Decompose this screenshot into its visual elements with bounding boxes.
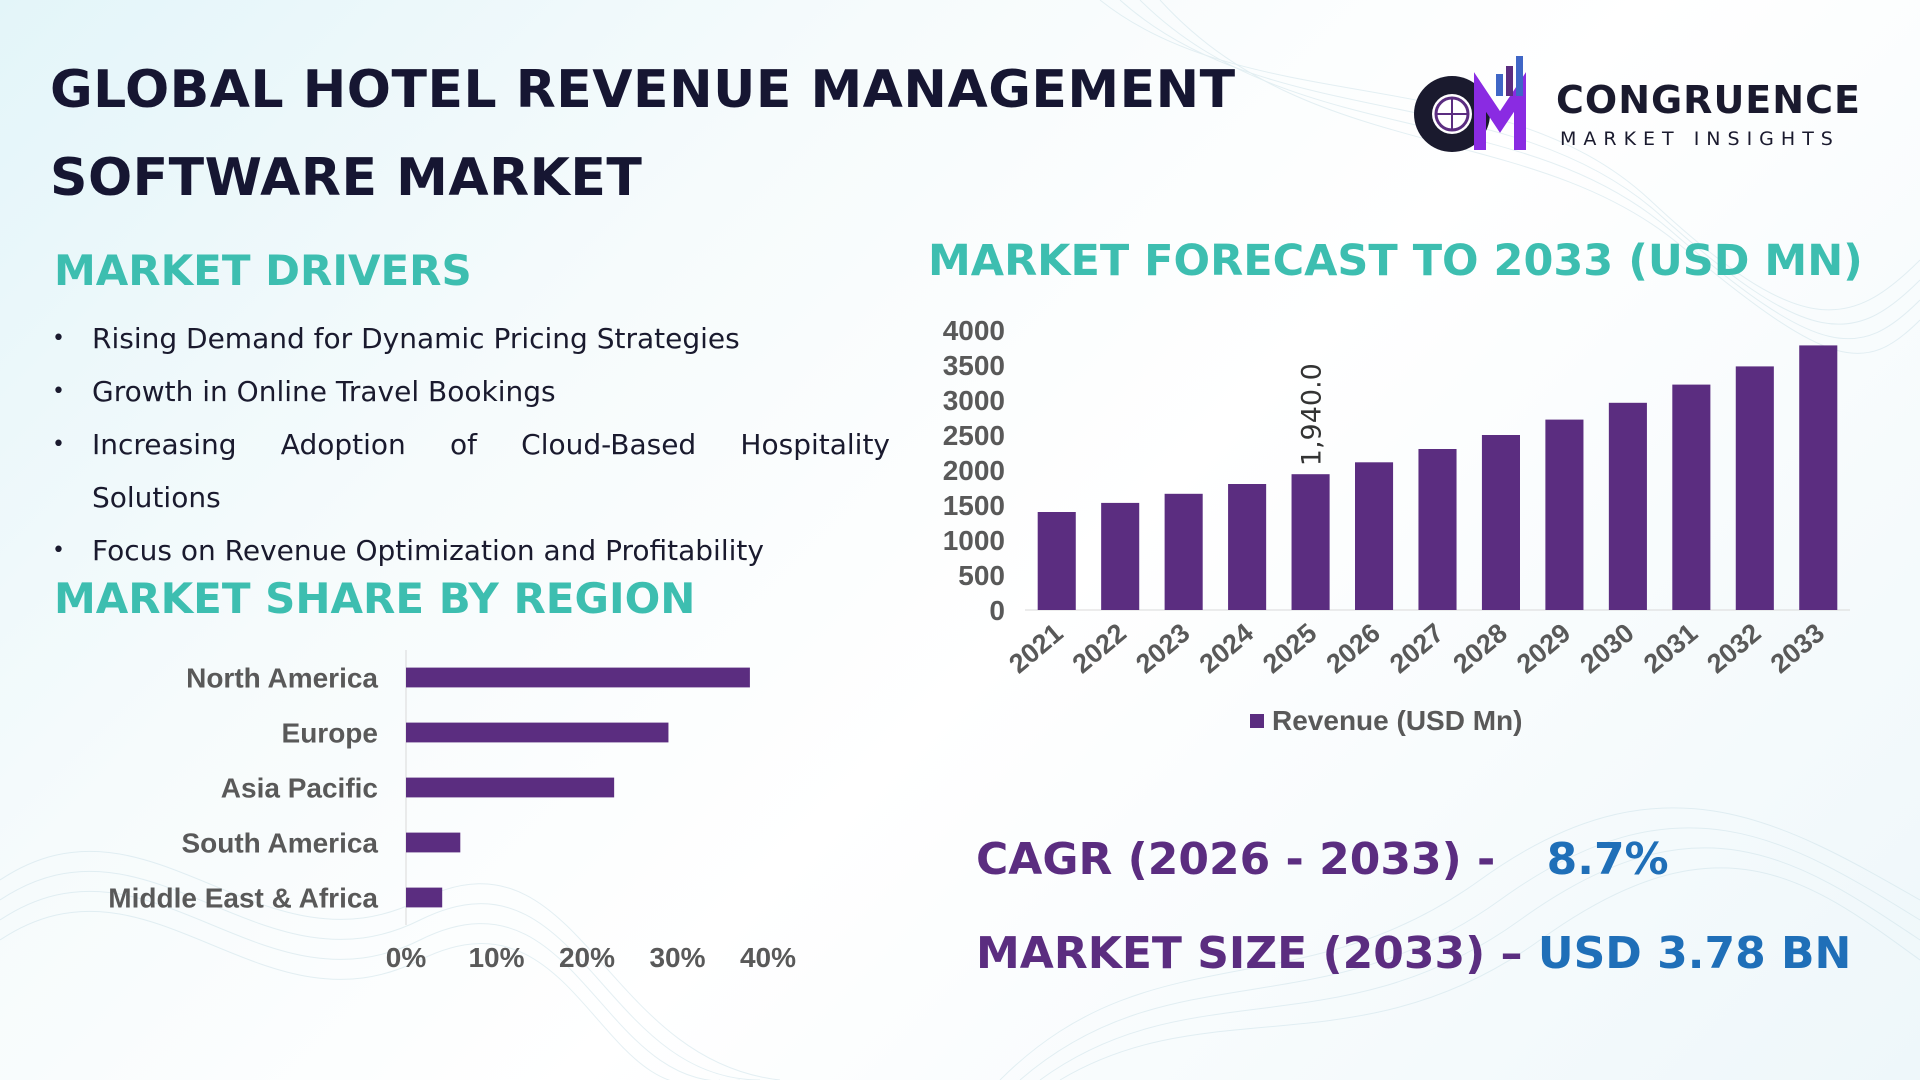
bar-2029 (1545, 419, 1584, 610)
y-tick-label: 3500 (943, 350, 1005, 381)
x-tick-label: 2027 (1384, 618, 1449, 680)
bar-region (406, 777, 615, 798)
bar-region (406, 667, 750, 688)
bar-2033 (1799, 345, 1838, 610)
legend-swatch (1250, 714, 1264, 728)
x-tick-label: 2033 (1765, 618, 1830, 680)
driver-item: • Focus on Revenue Optimization and Profi… (52, 524, 890, 577)
x-tick-label: 2031 (1638, 618, 1703, 680)
x-tick-label: 20% (559, 942, 615, 973)
cagr-label: CAGR (2026 - 2033) - (976, 834, 1496, 885)
bar-region (406, 887, 443, 908)
x-tick-label: 2025 (1257, 618, 1322, 680)
x-tick-label: 2030 (1574, 618, 1639, 680)
bar-2031 (1672, 384, 1711, 610)
driver-text: Growth in Online Travel Bookings (92, 375, 556, 408)
logo-mark-icon (1414, 56, 1526, 152)
y-tick-label: 4000 (943, 315, 1005, 346)
market-size-value: USD 3.78 BN (1537, 928, 1852, 979)
legend-label: Revenue (USD Mn) (1272, 705, 1522, 736)
x-tick-label: 2029 (1511, 618, 1576, 680)
cagr-stat: CAGR (2026 - 2033) - 8.7% (976, 838, 1669, 882)
bar-2023 (1164, 493, 1203, 610)
bullet-icon: • (52, 379, 65, 404)
x-tick-label: 40% (740, 942, 796, 973)
y-tick-label: 1000 (943, 525, 1005, 556)
bar-2022 (1101, 502, 1140, 610)
bar-2032 (1735, 366, 1774, 610)
bar-2021 (1037, 512, 1076, 610)
y-tick-label: 1500 (943, 490, 1005, 521)
y-tick-label: 0 (989, 595, 1005, 626)
driver-item: • Growth in Online Travel Bookings (52, 365, 890, 418)
category-label: Middle East & Africa (108, 883, 378, 914)
category-label: Asia Pacific (221, 773, 378, 804)
driver-text: Rising Demand for Dynamic Pricing Strate… (92, 322, 740, 355)
bar-2030 (1608, 402, 1647, 610)
driver-text-continued: Solutions (92, 481, 221, 514)
page-title-line-1: GLOBAL HOTEL REVENUE MANAGEMENT (50, 60, 1236, 120)
category-label: South America (181, 828, 378, 859)
bar-2026 (1355, 462, 1394, 610)
x-tick-label: 2023 (1130, 618, 1195, 680)
x-tick-label: 2022 (1067, 618, 1132, 680)
y-tick-label: 500 (958, 560, 1005, 591)
cagr-value: 8.7% (1546, 834, 1669, 885)
forecast-chart: 0 500 1000 1500 2000 2500 3000 3500 4000 20212022… (943, 315, 1850, 736)
y-tick-label: 3000 (943, 385, 1005, 416)
driver-text: Focus on Revenue Optimization and Profit… (92, 534, 764, 567)
category-label: North America (186, 663, 378, 694)
brand-tagline: MARKET INSIGHTS (1560, 128, 1840, 150)
driver-item: • Rising Demand for Dynamic Pricing Strat… (52, 312, 890, 365)
x-tick-label: 10% (468, 942, 524, 973)
bar-region (406, 722, 669, 743)
bar-2024 (1228, 484, 1267, 610)
y-tick-label: 2000 (943, 455, 1005, 486)
y-tick-label: 2500 (943, 420, 1005, 451)
x-tick-label: 2024 (1194, 618, 1259, 680)
x-tick-label: 30% (649, 942, 705, 973)
x-tick-label: 2032 (1701, 618, 1766, 680)
market-size-label: MARKET SIZE (2033) – (976, 928, 1523, 979)
bar-region (406, 832, 461, 853)
bullet-icon: • (52, 432, 65, 457)
x-tick-label: 2021 (1003, 618, 1068, 680)
region-share-heading: MARKET SHARE BY REGION (54, 574, 696, 623)
bar-2028 (1481, 435, 1520, 610)
market-drivers-heading: MARKET DRIVERS (54, 246, 472, 295)
x-tick-label: 2028 (1448, 618, 1513, 680)
bullet-icon: • (52, 538, 65, 563)
category-label: Europe (282, 718, 378, 749)
market-drivers-list: • Rising Demand for Dynamic Pricing Strat… (52, 312, 890, 577)
x-tick-label: 0% (386, 942, 427, 973)
brand-logo: CONGRUENCE MARKET INSIGHTS (1400, 52, 1870, 162)
driver-text: Increasing Adoption of Cloud-Based Hospi… (92, 428, 890, 461)
forecast-heading: MARKET FORECAST TO 2033 (USD MN) (928, 236, 1863, 286)
brand-name: CONGRUENCE (1556, 78, 1861, 122)
bullet-icon: • (52, 326, 65, 351)
market-size-stat: MARKET SIZE (2033) – USD 3.78 BN (976, 932, 1851, 976)
x-tick-label: 2026 (1321, 618, 1386, 680)
bar-2025 (1291, 474, 1330, 610)
region-share-chart: North America Europe Asia Pacific South Ame… (108, 650, 796, 973)
data-label-2025: 1,940.0 (1297, 363, 1328, 466)
bar-2027 (1418, 449, 1457, 610)
driver-item: • Increasing Adoption of Cloud-Based Hosp… (52, 418, 890, 524)
page-title-line-2: SOFTWARE MARKET (50, 148, 643, 208)
